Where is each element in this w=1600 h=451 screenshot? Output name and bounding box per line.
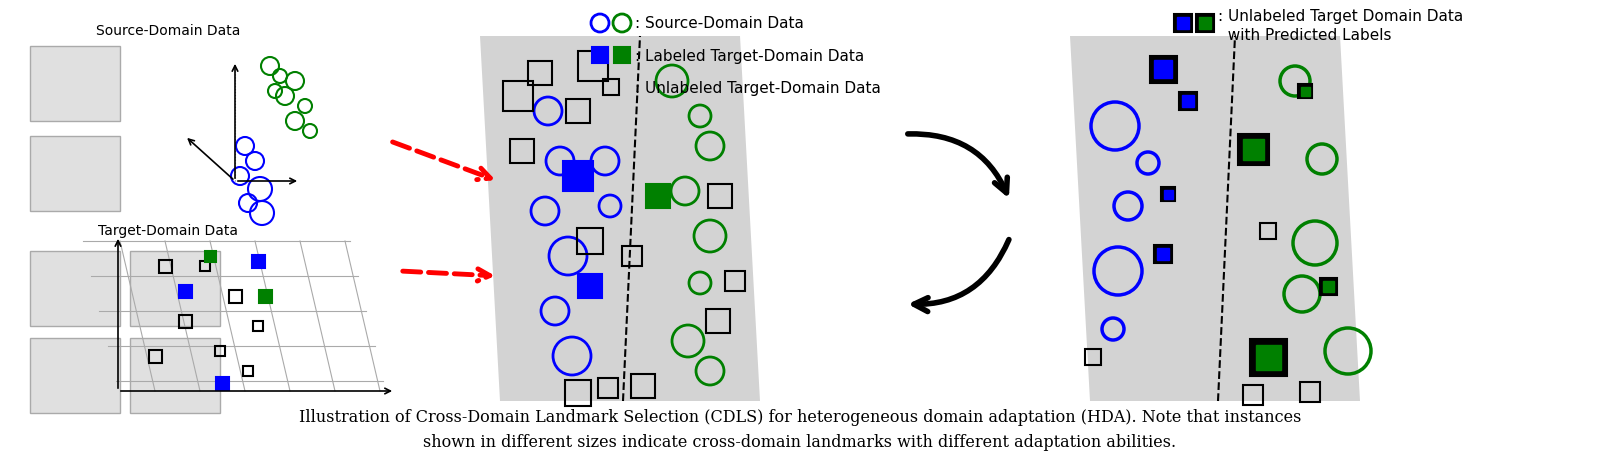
- Bar: [149, 350, 162, 363]
- Bar: [1256, 345, 1280, 370]
- Bar: [1301, 87, 1309, 96]
- Bar: [622, 247, 642, 266]
- Bar: [1085, 349, 1101, 365]
- Bar: [725, 272, 746, 291]
- Bar: [243, 366, 253, 376]
- Bar: [565, 381, 590, 406]
- Bar: [1157, 249, 1170, 260]
- Bar: [205, 251, 216, 262]
- Bar: [216, 377, 229, 390]
- Bar: [130, 338, 221, 413]
- Bar: [578, 229, 603, 254]
- Bar: [251, 255, 264, 268]
- Bar: [1198, 18, 1211, 30]
- Text: : Unlabeled Target-Domain Data: : Unlabeled Target-Domain Data: [635, 80, 882, 95]
- Bar: [1182, 96, 1194, 108]
- Bar: [578, 51, 608, 82]
- Bar: [30, 137, 120, 212]
- Bar: [709, 185, 731, 208]
- Bar: [706, 310, 730, 333]
- Bar: [1178, 18, 1189, 30]
- Bar: [214, 346, 226, 356]
- Bar: [30, 252, 120, 326]
- Text: : Labeled Target-Domain Data: : Labeled Target-Domain Data: [635, 48, 864, 63]
- Bar: [1197, 15, 1214, 33]
- Bar: [1154, 61, 1171, 79]
- Bar: [1323, 281, 1333, 292]
- Bar: [1320, 278, 1336, 295]
- Bar: [1179, 93, 1197, 111]
- Bar: [1301, 382, 1320, 402]
- Text: : Unlabeled Target Domain Data: : Unlabeled Target Domain Data: [1218, 9, 1464, 23]
- Bar: [30, 338, 120, 413]
- Bar: [158, 260, 171, 273]
- Bar: [229, 290, 242, 303]
- Bar: [1174, 15, 1192, 33]
- Bar: [1162, 188, 1174, 202]
- Bar: [598, 378, 618, 398]
- Bar: [592, 48, 608, 64]
- Bar: [1149, 56, 1176, 83]
- Bar: [1237, 134, 1269, 165]
- Bar: [1154, 245, 1171, 263]
- Bar: [502, 82, 533, 112]
- Bar: [1250, 339, 1286, 376]
- Bar: [130, 252, 221, 326]
- Polygon shape: [480, 37, 760, 401]
- Bar: [179, 285, 192, 298]
- Bar: [603, 80, 619, 96]
- Bar: [30, 47, 120, 122]
- Text: Source-Domain Data: Source-Domain Data: [96, 24, 240, 38]
- Bar: [566, 100, 590, 124]
- Text: : Source-Domain Data: : Source-Domain Data: [635, 17, 803, 32]
- Bar: [259, 290, 272, 303]
- Bar: [200, 262, 210, 272]
- Text: Target-Domain Data: Target-Domain Data: [98, 224, 238, 238]
- Bar: [578, 275, 602, 298]
- Bar: [646, 185, 670, 208]
- Bar: [1298, 85, 1312, 99]
- Bar: [632, 374, 654, 398]
- Bar: [563, 161, 594, 192]
- Polygon shape: [1070, 37, 1360, 401]
- Bar: [1243, 139, 1264, 160]
- Text: with Predicted Labels: with Predicted Labels: [1218, 28, 1392, 43]
- Bar: [1259, 223, 1277, 239]
- Bar: [253, 321, 262, 331]
- Bar: [528, 62, 552, 86]
- Bar: [510, 140, 534, 163]
- Text: Illustration of Cross-Domain Landmark Selection (CDLS) for heterogeneous domain : Illustration of Cross-Domain Landmark Se…: [299, 408, 1301, 450]
- Bar: [1243, 385, 1262, 405]
- Bar: [614, 48, 630, 64]
- Bar: [179, 315, 192, 328]
- Bar: [1163, 190, 1173, 199]
